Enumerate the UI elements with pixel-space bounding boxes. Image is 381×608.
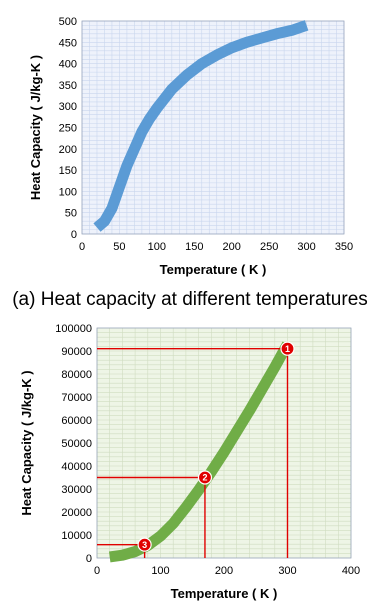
annotation-marker [197, 470, 213, 485]
y-tick-label: 0 [86, 553, 92, 565]
x-tick-label: 150 [185, 241, 203, 253]
x-tick-label: 300 [278, 565, 296, 577]
chart-b-x-axis-title: Temperature ( K ) [171, 586, 278, 601]
chart-a-caption: (a) Heat capacity at different temperatu… [12, 289, 368, 310]
y-tick-label: 30000 [61, 484, 92, 496]
y-tick-label: 50000 [61, 438, 92, 450]
x-tick-label: 100 [148, 241, 166, 253]
x-tick-label: 0 [79, 241, 85, 253]
x-tick-label: 0 [94, 565, 100, 577]
y-tick-label: 90000 [61, 346, 92, 358]
chart-a: 0 50 100 150 200 250 300 350 0 50 100 150 200 250 300 3… [28, 16, 353, 277]
chart-a-x-axis-title: Temperature ( K ) [160, 262, 267, 277]
chart-a-series [93, 20, 309, 232]
y-tick-label: 450 [59, 37, 77, 49]
x-tick-label: 200 [223, 241, 241, 253]
chart-b: 0 100 200 300 400 0 10000 20000 30000 40000 50000 6… [19, 323, 360, 601]
annotation-label: 1 [285, 344, 290, 354]
annotation-label: 2 [202, 473, 207, 483]
y-tick-label: 500 [59, 16, 77, 28]
y-tick-label: 150 [59, 165, 77, 177]
chart-a-y-axis-title: Heat Capacity ( J/kg-K ) [28, 55, 43, 200]
y-tick-label: 20000 [61, 507, 92, 519]
y-tick-label: 10000 [61, 530, 92, 542]
y-tick-label: 70000 [61, 392, 92, 404]
y-tick-label: 80000 [61, 369, 92, 381]
y-tick-label: 50 [65, 208, 77, 220]
plot-border [81, 20, 345, 235]
x-tick-label: 200 [215, 565, 233, 577]
y-tick-label: 40000 [61, 461, 92, 473]
chart-a-tick-labels: 0 50 100 150 200 250 300 350 0 50 100 150 200 250 300 3… [59, 16, 354, 253]
y-tick-label: 60000 [61, 415, 92, 427]
series-line [108, 341, 293, 563]
y-tick-label: 100000 [55, 323, 92, 335]
chart-b-y-axis-title: Heat Capacity ( J/kg-K ) [19, 370, 34, 515]
annotation-marker [137, 537, 152, 552]
y-tick-label: 350 [59, 80, 77, 92]
annotation-label: 3 [142, 540, 147, 550]
x-tick-label: 300 [297, 241, 315, 253]
y-tick-label: 0 [71, 229, 77, 241]
y-tick-label: 400 [59, 59, 77, 71]
x-tick-label: 250 [260, 241, 278, 253]
x-tick-label: 400 [342, 565, 360, 577]
chart-b-tick-labels: 0 100 200 300 400 0 10000 20000 30000 40000 50000 6… [55, 323, 360, 577]
y-tick-label: 200 [59, 144, 77, 156]
chart-b-series [108, 341, 293, 563]
y-tick-label: 100 [59, 186, 77, 198]
series-line [93, 20, 309, 232]
chart-b-annotations: 1 2 3 [97, 341, 295, 558]
x-tick-label: 50 [113, 241, 125, 253]
annotation-marker [280, 341, 295, 356]
plot-border [96, 327, 352, 559]
x-tick-label: 350 [335, 241, 353, 253]
y-tick-label: 300 [59, 101, 77, 113]
y-tick-label: 250 [59, 123, 77, 135]
x-tick-label: 100 [151, 565, 169, 577]
